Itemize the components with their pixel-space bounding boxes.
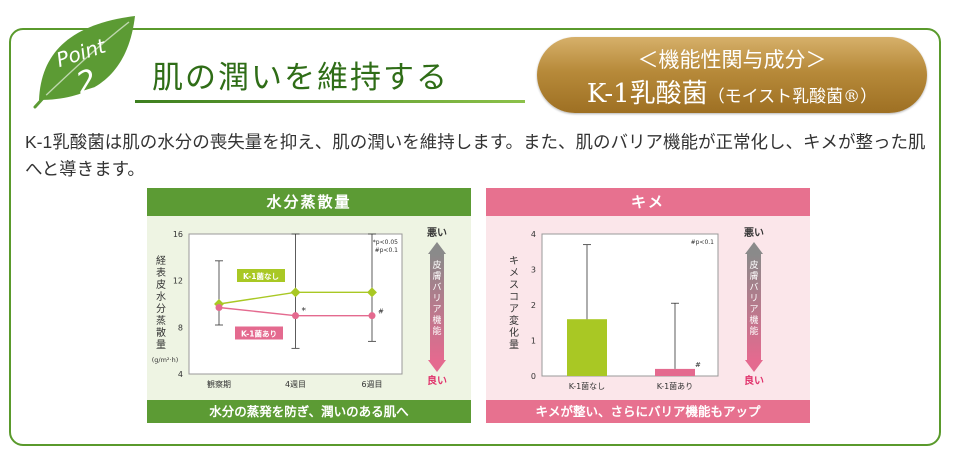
scale-label-char: 機 [749, 314, 758, 326]
ingredient-name: K-1乳酸菌 [586, 79, 708, 109]
legend-box [237, 269, 285, 282]
y-axis-label-char: ス [509, 280, 519, 291]
scale-good-label: 良い [427, 374, 447, 387]
significance-note: #p<0.1 [691, 239, 715, 246]
y-axis-label-char: 水 [156, 291, 166, 303]
scale-label-char: リ [432, 294, 441, 304]
y-axis-label-char: 経 [156, 254, 166, 267]
y-axis-label-char: 量 [156, 339, 166, 351]
scale-label-char: バ [432, 282, 441, 293]
scale-label-char: ア [432, 305, 441, 315]
scale-bar [747, 254, 761, 360]
scale-label-char: ア [749, 305, 758, 315]
y-axis-label-char: 皮 [156, 278, 166, 291]
ingredient-name-line: K-1乳酸菌（モイスト乳酸菌®） [537, 73, 927, 110]
x-tick-label: K-1菌なし [569, 381, 605, 391]
y-axis-label-char: 蒸 [156, 315, 166, 327]
legend-box [235, 326, 283, 340]
y-axis-label-char: 表 [156, 266, 166, 279]
y-tick-label: 4 [531, 230, 536, 239]
scale-label-char: 機 [432, 314, 441, 326]
y-axis-label-char: メ [509, 268, 519, 279]
y-axis-label-char: 化 [509, 326, 519, 339]
ingredient-sub: （モイスト乳酸菌®） [707, 87, 878, 107]
scale-label-char: 膚 [432, 270, 441, 282]
legend-label: K-1菌なし [243, 271, 279, 281]
arrow-up-icon [428, 242, 446, 254]
y-axis-label-char: キ [509, 256, 519, 267]
headline-underline [135, 100, 525, 103]
significance-marker: # [378, 308, 384, 316]
scale-label-char: バ [749, 282, 758, 293]
ingredient-caption: ＜機能性関与成分＞ [637, 48, 827, 72]
bar [655, 368, 695, 376]
x-tick-label: 4週目 [285, 380, 306, 389]
scale-bad-label: 悪い [744, 227, 764, 239]
y-axis-label-char: 分 [156, 303, 166, 315]
scale-label-char: 膚 [749, 270, 758, 282]
texture-body: 0 1 2 3 4 キメスコア変化量 K-1菌なし K-1菌あり # #p<0.1 悪い 良い皮膚バリ… [486, 216, 810, 423]
scale-bad-label: 悪い [427, 227, 447, 239]
x-tick-label: 観察期 [207, 379, 231, 389]
scale-label-char: リ [749, 294, 758, 304]
y-tick-label: 2 [531, 301, 536, 310]
scale-label-char: 皮 [432, 259, 441, 271]
description: K-1乳酸菌は肌の水分の喪失量を抑え、肌の潤いを維持します。また、肌のバリア機能… [25, 132, 926, 179]
y-axis-label-char: 散 [156, 326, 166, 339]
y-axis-label-char: 量 [509, 339, 519, 351]
series-point [292, 312, 299, 320]
significance-note: #p<0.1 [375, 247, 399, 254]
y-axis-label-char: 変 [509, 314, 519, 327]
scale-label-char: 能 [749, 325, 758, 337]
water-loss-footer: 水分の蒸発を防ぎ、潤いのある肌へ [147, 400, 471, 423]
ingredient-badge: ＜機能性関与成分＞ K-1乳酸菌（モイスト乳酸菌®） [537, 37, 927, 113]
scale-label-char: 皮 [749, 259, 758, 271]
scale-good-label: 良い [744, 374, 764, 387]
y-axis-unit: (g/m²·h) [152, 356, 179, 364]
significance-note: *p<0.05 [373, 239, 398, 246]
legend-label: K-1菌あり [241, 329, 277, 339]
headline: 肌の潤いを維持する [152, 60, 449, 96]
series-point [368, 312, 376, 320]
y-axis-label-char: コ [509, 292, 519, 303]
x-tick-label: 6週目 [361, 380, 382, 389]
y-tick-label: 0 [531, 372, 536, 381]
y-tick-label: 1 [531, 337, 536, 346]
y-tick-label: 4 [178, 370, 183, 379]
scale-label-char: 能 [432, 325, 441, 337]
y-tick-label: 12 [173, 277, 183, 286]
water-loss-title: 水分蒸散量 [147, 188, 471, 216]
scale-bar [430, 254, 444, 360]
texture-panel: キメ 0 1 2 3 4 キメスコア変化量 K-1菌なし K-1菌あり # #p<0.1 悪い 良い皮… [486, 188, 810, 423]
y-tick-label: 3 [531, 266, 536, 275]
y-axis-label-char: ア [509, 304, 519, 315]
arrow-down-icon [428, 360, 446, 372]
bar [567, 319, 607, 376]
x-tick-label: K-1菌あり [657, 381, 693, 391]
significance-marker: # [695, 361, 701, 369]
water-loss-panel: 水分蒸散量 4 8 12 16 観察期 4週目 6週目経表皮水分蒸散量 (g/m²·h) K-1… [147, 188, 471, 423]
texture-title: キメ [486, 188, 810, 216]
arrow-down-icon [745, 360, 763, 372]
texture-footer: キメが整い、さらにバリア機能もアップ [486, 400, 810, 423]
arrow-up-icon [745, 242, 763, 254]
series-point [215, 304, 223, 311]
y-tick-label: 8 [178, 323, 183, 332]
water-loss-body: 4 8 12 16 観察期 4週目 6週目経表皮水分蒸散量 (g/m²·h) K-1菌なし K-1… [147, 216, 471, 423]
y-tick-label: 16 [173, 230, 183, 239]
point-leaf-icon: Point 2 [33, 16, 135, 109]
significance-marker: * [302, 307, 307, 317]
